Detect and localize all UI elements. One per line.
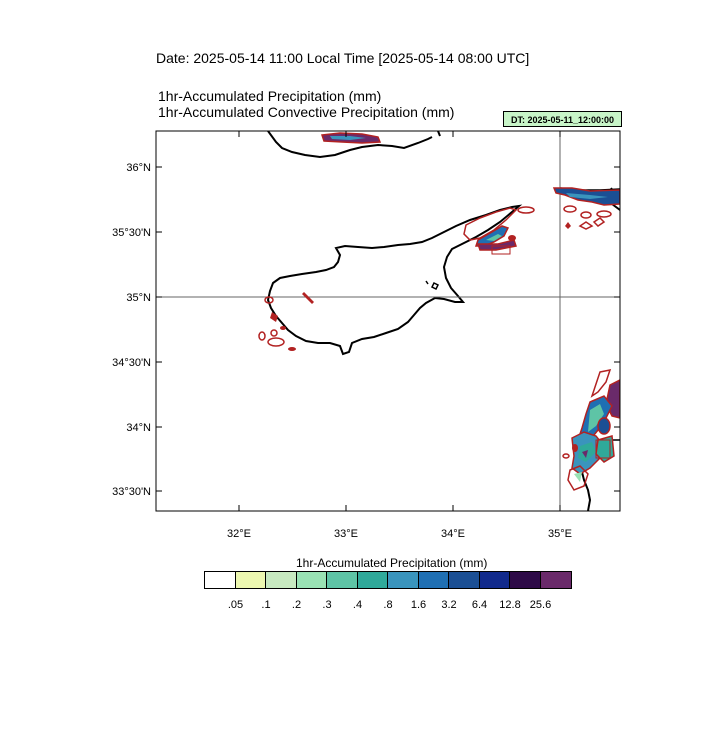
axis-ticks <box>156 131 620 511</box>
precip-cell-north-sea <box>320 132 382 144</box>
colorbar-swatch <box>235 572 266 588</box>
colorbar-label: .3 <box>322 599 332 611</box>
precip-subtitle: 1hr-Accumulated Precipitation (mm) <box>158 88 382 104</box>
lon-label-34e: 34°E <box>441 528 465 540</box>
colorbar-swatch <box>449 572 480 588</box>
map-frame <box>155 130 621 512</box>
colorbar-title: 1hr-Accumulated Precipitation (mm) <box>296 556 488 570</box>
colorbar <box>204 571 572 589</box>
colorbar-label: .05 <box>227 599 244 611</box>
lat-label-36n: 36°N <box>126 162 151 174</box>
lat-label-34n: 34°N <box>126 422 151 434</box>
convective-subtitle: 1hr-Accumulated Convective Precipitation… <box>158 104 455 120</box>
colorbar-labels: .05 .1 .2 .3 .4 .8 1.6 3.2 6.4 12.8 25.6 <box>204 599 572 613</box>
colorbar-label: 3.2 <box>441 599 457 611</box>
colorbar-swatch <box>266 572 297 588</box>
colorbar-label: .1 <box>261 599 271 611</box>
cyprus-coastline <box>266 204 523 356</box>
colorbar-label: 6.4 <box>471 599 488 611</box>
colorbar-swatch <box>510 572 541 588</box>
model-dt-badge: DT: 2025-05-11_12:00:00 <box>503 111 622 127</box>
lon-label-35e: 35°E <box>548 528 572 540</box>
lat-label-33-30n: 33°30'N <box>112 486 151 498</box>
colorbar-label: 25.6 <box>529 599 552 611</box>
turkey-coastline <box>267 131 433 159</box>
precip-cell-northeast <box>552 187 620 230</box>
colorbar-label: 1.6 <box>410 599 427 611</box>
cyprus-islet <box>430 281 440 291</box>
precip-cell-west-cyprus <box>258 292 314 351</box>
colorbar-swatch <box>296 572 327 588</box>
lat-label-34-30n: 34°30'N <box>112 357 151 369</box>
colorbar-label: 12.8 <box>499 599 521 611</box>
colorbar-label: .4 <box>352 599 363 611</box>
lat-label-35n: 35°N <box>126 292 151 304</box>
colorbar-swatch <box>327 572 358 588</box>
date-title: Date: 2025-05-14 11:00 Local Time [2025-… <box>156 50 530 66</box>
precip-cell-levant <box>562 369 620 491</box>
map-content <box>156 131 620 511</box>
turkey-coast-east <box>437 131 441 137</box>
cyprus-islet-2 <box>425 280 429 285</box>
colorbar-swatch <box>388 572 419 588</box>
colorbar-label: .8 <box>383 599 393 611</box>
colorbar-swatch <box>357 572 388 588</box>
lat-label-35-30n: 35°30'N <box>112 227 151 239</box>
colorbar-swatch <box>479 572 510 588</box>
colorbar-swatch <box>205 572 236 588</box>
colorbar-label: .2 <box>291 599 302 611</box>
colorbar-swatch <box>540 572 571 588</box>
lon-label-33e: 33°E <box>334 528 358 540</box>
lon-label-32e: 32°E <box>227 528 251 540</box>
colorbar-swatch <box>418 572 449 588</box>
precip-cell-karpas <box>463 206 535 255</box>
